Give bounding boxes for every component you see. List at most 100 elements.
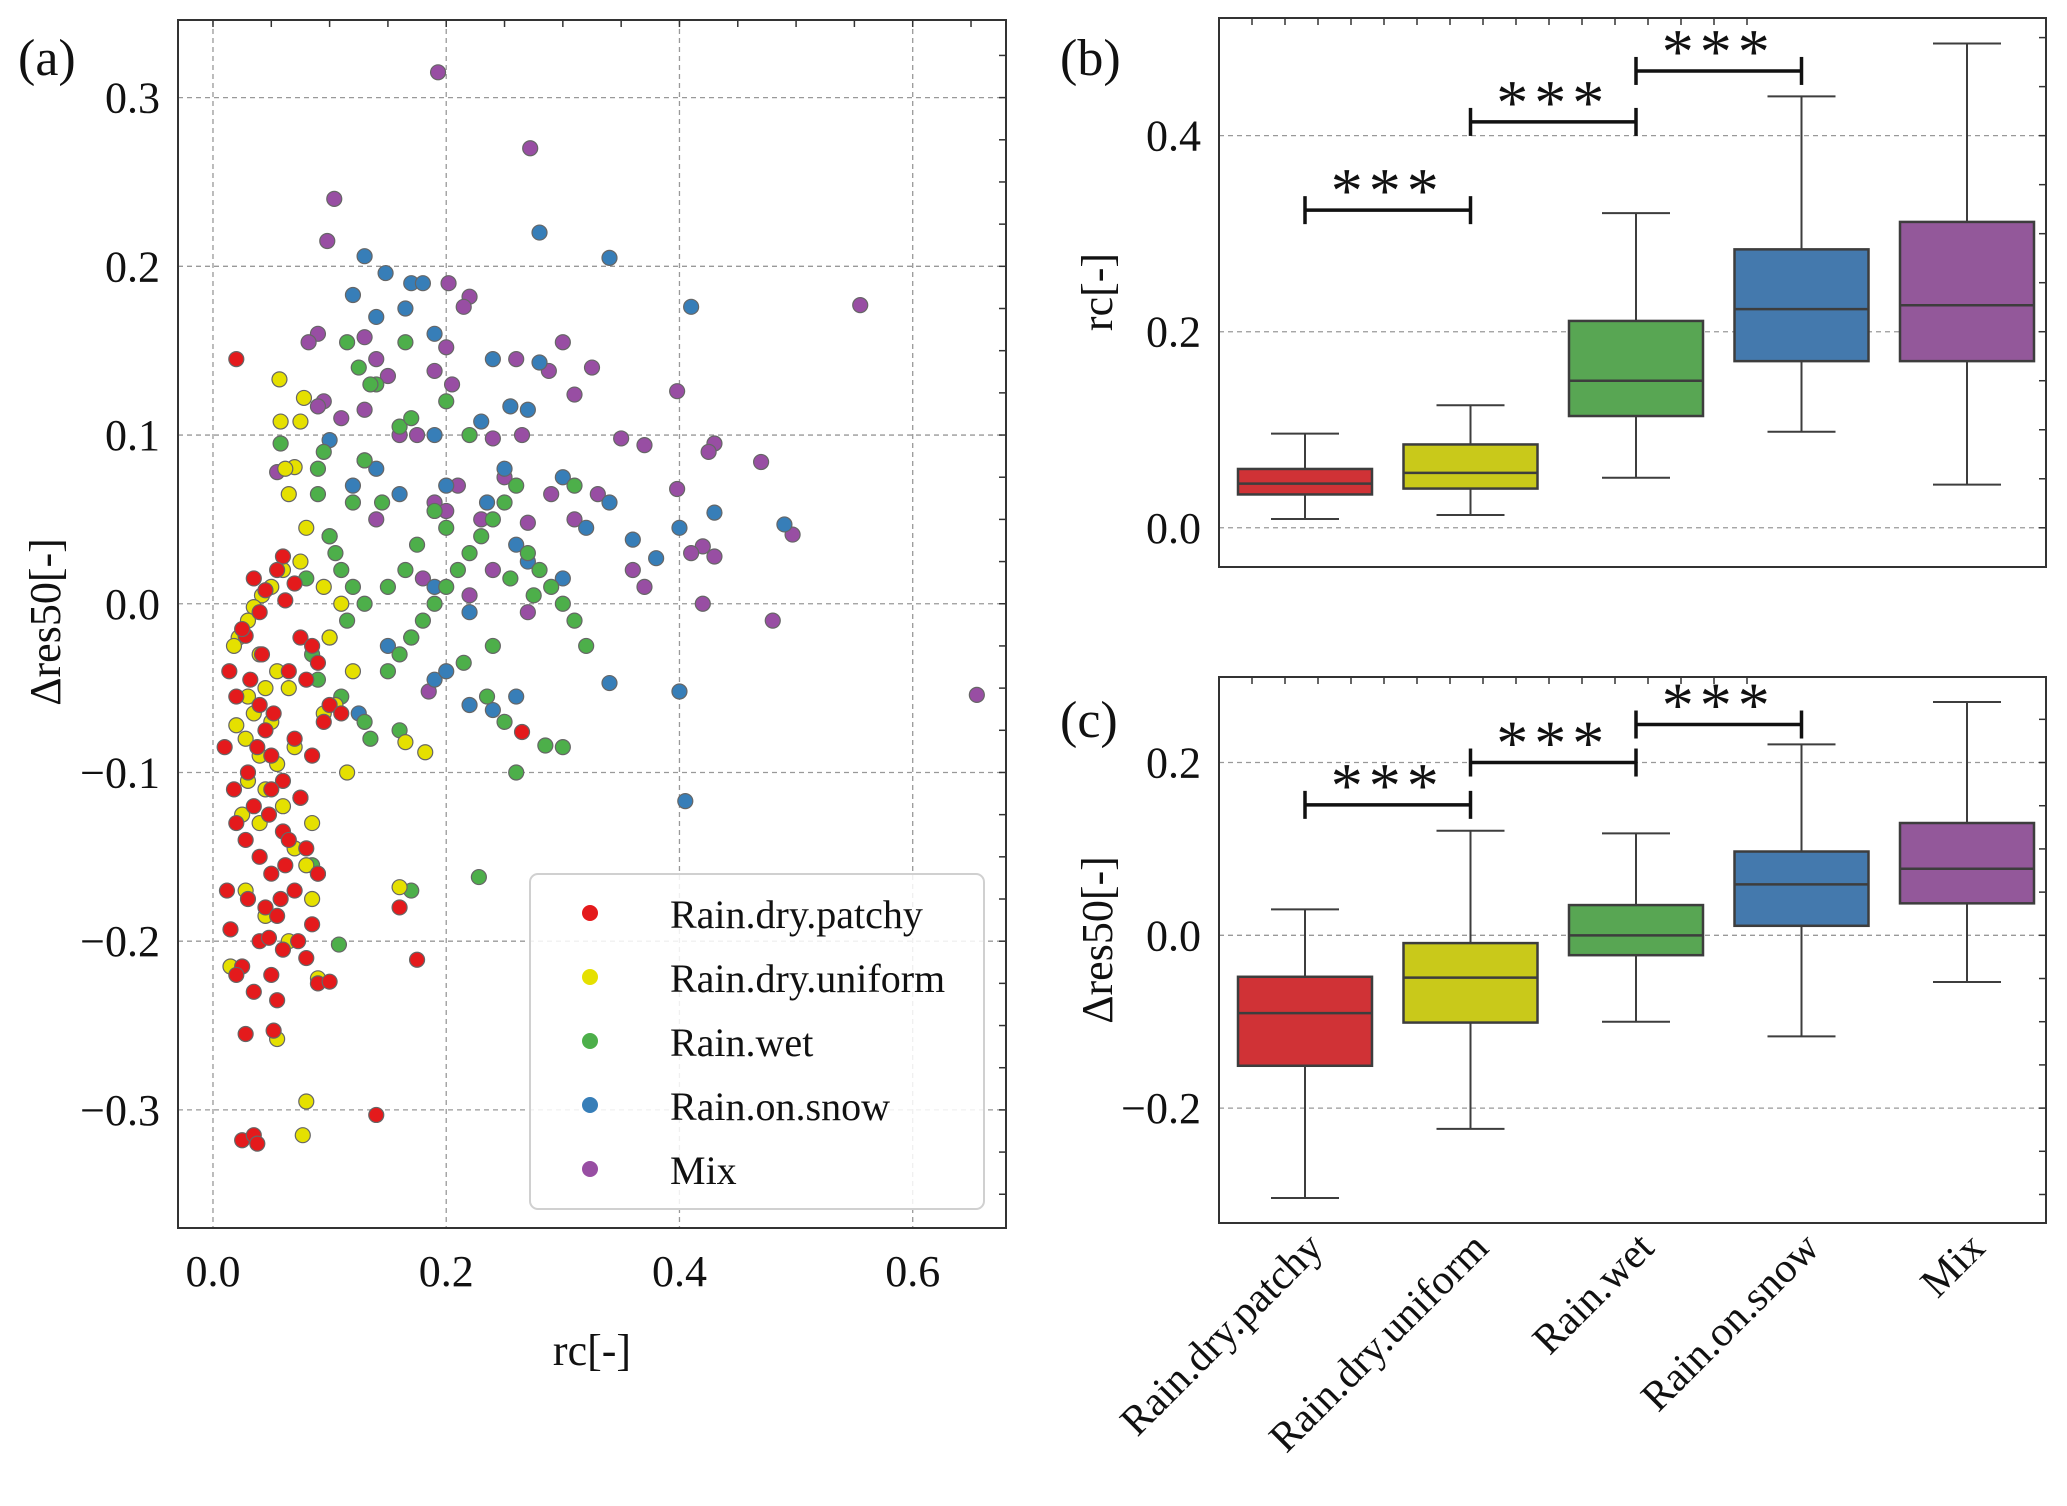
data-point xyxy=(362,730,379,747)
data-point xyxy=(484,430,501,447)
data-point xyxy=(272,435,289,452)
data-point xyxy=(426,671,443,688)
data-point xyxy=(269,907,286,924)
data-point xyxy=(377,264,394,282)
y-tick-label: 0.2 xyxy=(1146,739,1201,788)
y-tick-label: −0.2 xyxy=(80,917,160,966)
x-tick-label: 0.2 xyxy=(419,1247,474,1296)
data-point xyxy=(449,561,466,579)
data-point xyxy=(228,688,245,705)
data-point xyxy=(249,739,266,756)
data-point xyxy=(294,1127,311,1144)
panel-a-points xyxy=(216,64,985,1152)
data-point xyxy=(356,329,373,346)
y-axis-label-b: rc[-] xyxy=(1073,253,1122,331)
data-point xyxy=(326,190,343,207)
data-point xyxy=(968,686,985,703)
y-axis-label-a: Δres50[-] xyxy=(21,538,70,706)
significance-bracket: *** xyxy=(1468,708,1638,779)
data-point xyxy=(298,519,315,536)
box-iqr xyxy=(1236,467,1374,496)
data-point xyxy=(589,485,606,503)
data-point xyxy=(461,426,478,444)
data-point xyxy=(438,663,455,680)
data-point xyxy=(304,814,321,832)
data-point xyxy=(225,781,243,798)
data-point xyxy=(502,570,519,587)
data-point xyxy=(519,545,536,562)
data-point xyxy=(304,916,321,933)
data-point xyxy=(379,663,397,680)
data-point xyxy=(461,545,478,562)
data-point xyxy=(671,683,688,700)
data-point xyxy=(566,477,583,494)
box-rain-dry-patchy xyxy=(1236,432,1374,520)
x-tick-label: 0.4 xyxy=(652,1247,707,1296)
data-point xyxy=(234,620,251,638)
data-point xyxy=(368,308,385,326)
data-point xyxy=(344,578,362,595)
data-point xyxy=(292,553,309,570)
data-point xyxy=(271,371,288,388)
y-tick-label: −0.2 xyxy=(1121,1084,1201,1133)
data-point xyxy=(356,248,373,265)
box-rain-on-snow xyxy=(1733,743,1870,1038)
panel-c-boxes xyxy=(1236,701,2036,1199)
data-point xyxy=(438,519,455,536)
box-rain-on-snow xyxy=(1733,95,1870,433)
data-point xyxy=(333,410,350,427)
data-point xyxy=(484,637,501,655)
data-point xyxy=(496,494,513,511)
data-point xyxy=(280,663,297,680)
data-point xyxy=(260,806,278,823)
y-tick-label: 0.3 xyxy=(105,74,160,123)
data-point xyxy=(309,654,327,671)
legend-marker xyxy=(582,969,598,985)
panel-b-boxes xyxy=(1236,42,2036,520)
data-point xyxy=(321,629,338,646)
data-point xyxy=(636,437,653,454)
data-point xyxy=(333,595,350,612)
data-point xyxy=(578,637,595,655)
data-point xyxy=(269,992,286,1009)
data-point xyxy=(513,426,531,444)
box-mix xyxy=(1898,42,2036,486)
data-point xyxy=(218,882,236,899)
significance-bracket: *** xyxy=(1303,155,1473,226)
data-point xyxy=(578,519,595,536)
data-point xyxy=(277,592,294,609)
panel-c-ticks: −0.2 0.0 0.2 xyxy=(1121,677,2046,1196)
data-point xyxy=(251,604,268,621)
data-point xyxy=(274,772,292,790)
data-point xyxy=(309,398,327,415)
data-point xyxy=(333,705,350,722)
panel-c-boxplot: (c) −0.2 0.0 0.2 *** *** *** Δres50[-] Rain.… xyxy=(1060,670,2047,1461)
data-point xyxy=(338,764,356,781)
data-point xyxy=(525,587,542,604)
data-point xyxy=(566,612,583,629)
significance-label: *** xyxy=(1496,708,1610,779)
x-tick-label: Rain.wet xyxy=(1524,1224,1663,1363)
data-point xyxy=(274,798,292,815)
data-point xyxy=(531,561,548,579)
data-point xyxy=(260,929,278,946)
data-point xyxy=(554,334,571,351)
legend-label: Mix xyxy=(670,1148,737,1193)
data-point xyxy=(397,300,414,317)
data-point xyxy=(519,604,536,621)
data-point xyxy=(566,386,583,403)
data-point xyxy=(519,514,536,531)
data-point xyxy=(309,485,327,503)
data-point xyxy=(216,739,233,756)
data-point xyxy=(239,764,257,781)
data-point xyxy=(531,354,548,371)
data-point xyxy=(484,701,501,719)
data-point xyxy=(397,734,414,751)
data-point xyxy=(251,848,268,865)
data-point xyxy=(286,730,303,747)
data-point xyxy=(257,722,274,739)
data-point xyxy=(438,339,455,356)
data-point xyxy=(508,688,525,705)
y-tick-label: 0.4 xyxy=(1146,112,1201,161)
